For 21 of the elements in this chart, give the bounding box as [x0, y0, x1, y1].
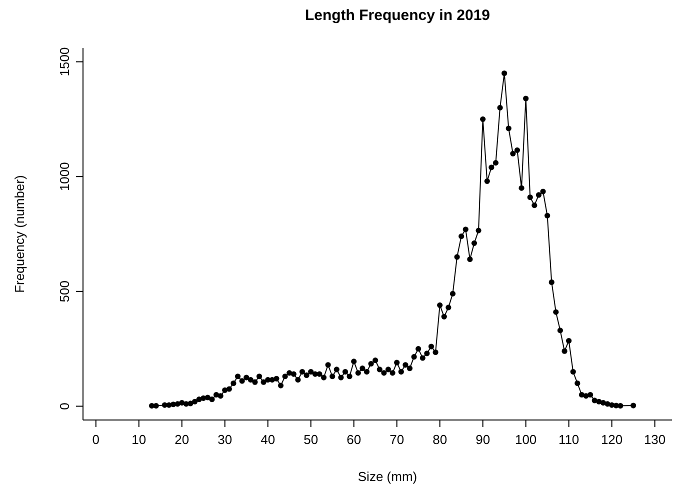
y-tick-label: 0 — [57, 402, 72, 410]
x-tick-label: 100 — [514, 432, 537, 447]
x-tick-label: 10 — [132, 432, 146, 447]
x-tick-label: 90 — [476, 432, 490, 447]
x-tick-label: 130 — [644, 432, 666, 447]
x-tick-label: 20 — [174, 432, 190, 447]
x-tick-label: 80 — [432, 432, 448, 447]
y-tick-label: 1000 — [57, 162, 72, 192]
x-tick-label: 40 — [260, 432, 276, 447]
y-tick-label: 1500 — [57, 47, 72, 76]
x-tick-label: 70 — [390, 432, 404, 447]
x-tick-label: 120 — [600, 432, 623, 447]
x-tick-label: 30 — [218, 432, 232, 447]
x-tick-label: 60 — [346, 432, 362, 447]
x-axis-title: Size (mm) — [358, 469, 418, 484]
x-tick-label: 110 — [558, 432, 580, 447]
x-tick-label: 0 — [92, 432, 100, 447]
x-tick-label: 50 — [304, 432, 318, 447]
chart-title: Length Frequency in 2019 — [304, 7, 490, 24]
y-axis-title: Frequency (number) — [12, 175, 27, 293]
y-tick-label: 500 — [57, 280, 72, 302]
